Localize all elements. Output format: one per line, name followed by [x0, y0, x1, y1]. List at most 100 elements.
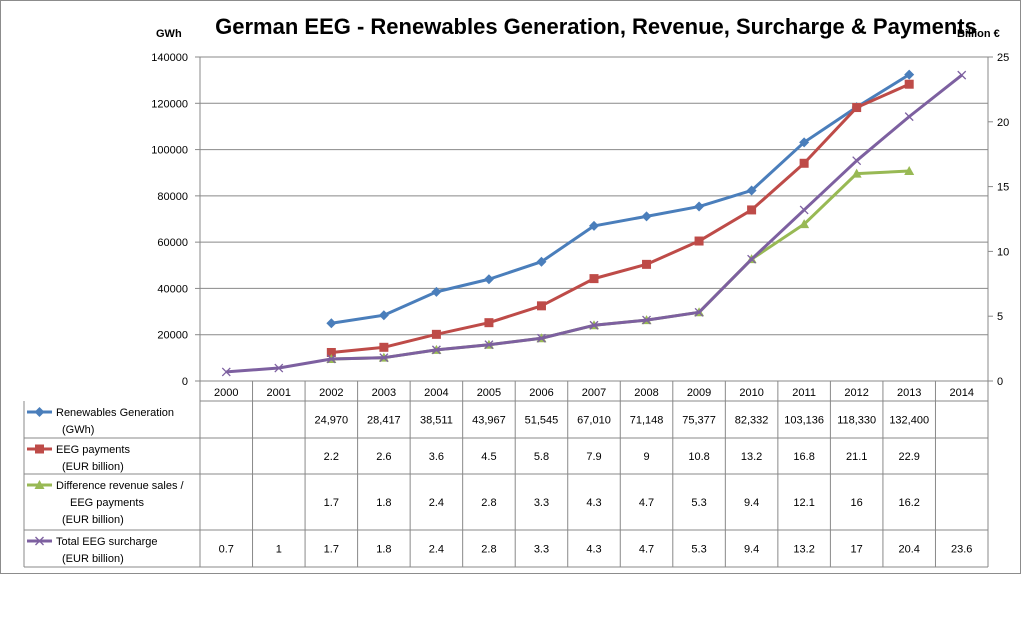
data-point — [642, 315, 651, 325]
data-point — [746, 185, 757, 196]
data-point — [431, 329, 441, 339]
data-point — [431, 345, 441, 355]
data-point — [589, 320, 599, 330]
data-label: 51,545 — [525, 415, 559, 427]
category-label: 2008 — [634, 387, 658, 399]
legend-label-line: Total EEG surcharge — [56, 536, 158, 548]
category-label: 2000 — [214, 387, 238, 399]
axes: 0 20000 40000 60000 80000 100000 120000 140000 0… — [151, 52, 1009, 388]
data-point — [589, 220, 599, 231]
data-label: 4.3 — [586, 544, 601, 556]
data-label: 1 — [276, 544, 282, 556]
data-label: 1.8 — [376, 544, 391, 556]
data-label: 13.2 — [793, 544, 814, 556]
data-label: 2.4 — [429, 544, 444, 556]
data-label: 82,332 — [735, 415, 769, 427]
data-label: 5.3 — [691, 497, 706, 509]
left-tick-label: 20000 — [157, 330, 188, 342]
category-label: 2009 — [687, 387, 711, 399]
data-label: 12.1 — [793, 497, 814, 509]
category-label: 2006 — [529, 387, 553, 399]
data-label: 0.7 — [219, 544, 234, 556]
data-point-stroke — [957, 70, 967, 80]
data-point — [799, 205, 809, 215]
data-point — [904, 69, 915, 80]
right-tick-label: 20 — [997, 117, 1009, 129]
data-point — [379, 353, 389, 363]
left-tick-label: 100000 — [151, 145, 188, 157]
data-point-stroke — [484, 340, 494, 350]
series-lines — [221, 69, 967, 377]
series-4 — [221, 70, 967, 377]
data-point-stroke — [747, 254, 757, 264]
data-point — [326, 318, 337, 329]
data-point — [904, 112, 914, 122]
data-point — [34, 480, 45, 489]
data-point-stroke — [379, 353, 389, 363]
data-point-stroke — [35, 536, 44, 546]
data-point — [431, 286, 442, 297]
chart-frame — [0, 0, 1021, 574]
data-point-stroke — [274, 363, 284, 373]
category-label: 2014 — [949, 387, 973, 399]
data-point — [536, 301, 546, 311]
left-tick-label: 120000 — [151, 98, 188, 110]
data-label: 67,010 — [577, 415, 611, 427]
left-tick-label: 40000 — [157, 283, 188, 295]
data-point — [799, 219, 810, 229]
right-tick-label: 5 — [997, 311, 1003, 323]
category-label: 2003 — [372, 387, 396, 399]
right-tick-label: 25 — [997, 52, 1009, 64]
data-point — [747, 205, 757, 215]
data-label: 118,330 — [837, 415, 876, 427]
data-point-stroke — [694, 307, 704, 317]
data-label: 4.3 — [586, 497, 601, 509]
left-axis-unit: GWh — [156, 28, 182, 40]
legend-label-line: (EUR billion) — [62, 461, 124, 473]
data-point — [852, 156, 862, 166]
data-point-stroke — [589, 320, 599, 330]
series-1 — [326, 69, 915, 329]
data-label: 1.7 — [324, 544, 339, 556]
legend-label-line: Renewables Generation — [56, 407, 174, 419]
data-label: 75,377 — [682, 415, 716, 427]
data-point-stroke — [221, 367, 231, 377]
chart-title: German EEG - Renewables Generation, Reve… — [215, 14, 977, 39]
right-tick-label: 15 — [997, 182, 1009, 194]
data-label: 4.7 — [639, 544, 654, 556]
data-point — [799, 158, 809, 168]
data-point — [747, 254, 757, 264]
data-label: 3.6 — [429, 451, 444, 463]
data-label: 3.3 — [534, 497, 549, 509]
data-label: 38,511 — [420, 415, 453, 427]
data-label: 2.8 — [481, 497, 496, 509]
data-label: 10.8 — [688, 451, 709, 463]
data-point — [537, 333, 546, 343]
data-table: 2000 2001 2002 2003 2004 2005 2006 2007 2008 2009… — [23, 380, 989, 568]
category-label: 2005 — [477, 387, 501, 399]
left-tick-label: 140000 — [151, 52, 188, 64]
data-point — [35, 444, 44, 454]
right-axis-unit: Billion € — [957, 28, 1000, 40]
series-line — [331, 73, 910, 325]
data-point — [483, 274, 494, 285]
data-label: 4.7 — [639, 497, 654, 509]
data-label: 2.4 — [429, 497, 444, 509]
category-label: 2002 — [319, 387, 343, 399]
data-point-stroke — [799, 205, 809, 215]
data-point — [378, 310, 389, 321]
data-label: 16.8 — [793, 451, 814, 463]
category-label: 2004 — [424, 387, 448, 399]
data-label: 7.9 — [586, 451, 601, 463]
data-label: 4.5 — [481, 451, 496, 463]
data-point — [379, 342, 389, 352]
legend-label: Renewables Generation (GWh) — [56, 407, 174, 436]
data-label: 23.6 — [951, 544, 972, 556]
category-label: 2013 — [897, 387, 921, 399]
data-label: 20.4 — [898, 544, 919, 556]
data-label: 132,400 — [889, 415, 929, 427]
category-label: 2010 — [739, 387, 763, 399]
data-point — [851, 168, 862, 178]
legend-label-line: (EUR billion) — [62, 514, 124, 526]
